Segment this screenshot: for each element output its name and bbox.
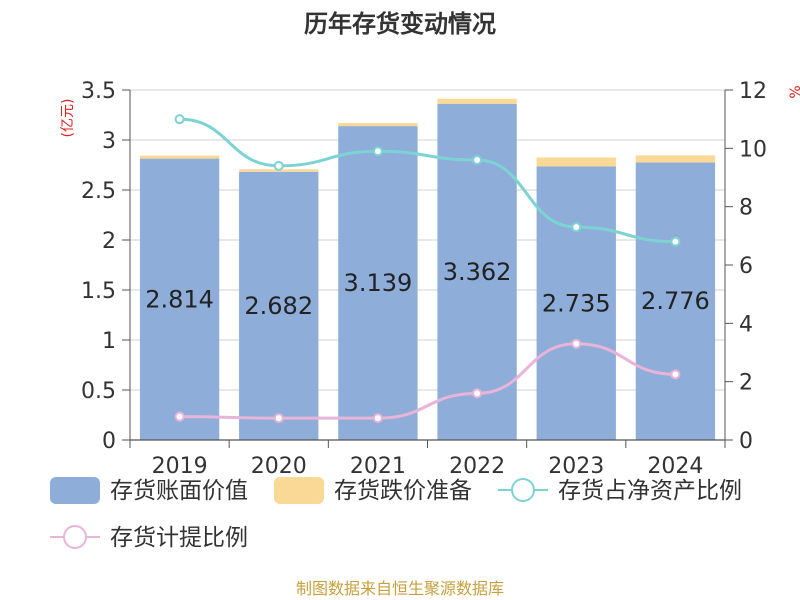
bar-impairment-provision bbox=[338, 123, 418, 127]
series-point bbox=[472, 388, 483, 399]
left-axis-tick-label: 0 bbox=[102, 429, 116, 454]
legend-label: 存货账面价值 bbox=[110, 478, 248, 504]
left-axis-tick-label: 3 bbox=[102, 129, 116, 154]
x-axis-tick-label: 2023 bbox=[548, 454, 604, 479]
series-point bbox=[670, 236, 681, 247]
bar-impairment-provision bbox=[437, 98, 517, 104]
bar-value-label: 2.776 bbox=[641, 287, 710, 315]
bar-value-label: 3.139 bbox=[344, 269, 413, 297]
legend-swatch bbox=[50, 477, 100, 504]
bar-impairment-provision bbox=[635, 155, 716, 163]
bar-value-label: 2.814 bbox=[145, 285, 214, 313]
x-axis-tick-label: 2020 bbox=[251, 454, 307, 479]
left-axis-tick-label: 3.5 bbox=[81, 79, 116, 104]
series-point bbox=[670, 369, 681, 380]
series-point bbox=[571, 222, 582, 233]
bar-value-label: 2.682 bbox=[244, 292, 313, 320]
legend-label: 存货计提比例 bbox=[110, 525, 248, 551]
legend-marker bbox=[511, 478, 535, 502]
right-axis-tick-label: 8 bbox=[739, 196, 753, 221]
legend-marker bbox=[63, 525, 87, 549]
bar-value-label: 2.735 bbox=[542, 289, 611, 317]
legend-label: 存货占净资产比例 bbox=[558, 478, 742, 504]
left-axis-tick-label: 0.5 bbox=[81, 379, 116, 404]
x-axis-tick-label: 2021 bbox=[350, 454, 406, 479]
series-line bbox=[179, 342, 676, 420]
bar-impairment-provision bbox=[139, 155, 220, 159]
chart-title: 历年存货变动情况 bbox=[304, 10, 496, 38]
bar-book-value bbox=[239, 171, 319, 441]
bar-book-value bbox=[536, 166, 616, 440]
left-axis-tick-label: 2.5 bbox=[81, 179, 116, 204]
series-point bbox=[174, 411, 185, 422]
series-point bbox=[372, 146, 383, 157]
legend-label: 存货跌价准备 bbox=[334, 478, 472, 504]
bar-impairment-provision bbox=[536, 157, 616, 167]
right-axis-tick-label: 4 bbox=[739, 312, 753, 337]
right-axis-tick-label: 12 bbox=[739, 79, 767, 104]
right-axis-tick-label: 10 bbox=[739, 137, 767, 162]
left-axis-tick-label: 2 bbox=[102, 229, 116, 254]
x-axis-tick-label: 2024 bbox=[647, 454, 703, 479]
series-point bbox=[273, 160, 284, 171]
bar-book-value bbox=[635, 162, 716, 440]
series-point bbox=[571, 338, 582, 349]
right-axis-tick-label: 2 bbox=[739, 371, 753, 396]
source-note: 制图数据来自恒生聚源数据库 bbox=[296, 579, 504, 598]
x-axis-tick-label: 2022 bbox=[449, 454, 505, 479]
series-point bbox=[472, 155, 483, 165]
right-axis-tick-label: 0 bbox=[739, 429, 753, 454]
right-axis-tick-label: 6 bbox=[739, 254, 753, 279]
right-axis-unit: % bbox=[788, 85, 800, 98]
legend-swatch bbox=[274, 477, 324, 504]
left-axis-tick-label: 1.5 bbox=[81, 279, 116, 304]
bar-book-value bbox=[139, 158, 220, 440]
x-axis-tick-label: 2019 bbox=[152, 454, 208, 479]
series-point bbox=[174, 114, 185, 125]
bar-book-value bbox=[338, 126, 418, 440]
series-point bbox=[273, 413, 284, 424]
series-point bbox=[372, 413, 383, 424]
bar-value-label: 3.362 bbox=[443, 258, 512, 286]
left-axis-tick-label: 1 bbox=[102, 329, 116, 354]
series-line bbox=[179, 117, 676, 244]
left-axis-unit: (亿元) bbox=[60, 99, 76, 138]
plot-area: 0 0.5 1 1.5 2 2.5 3 3.5 0 2 4 6 8 10 12 2.814 2.682 3.139… bbox=[81, 79, 767, 479]
